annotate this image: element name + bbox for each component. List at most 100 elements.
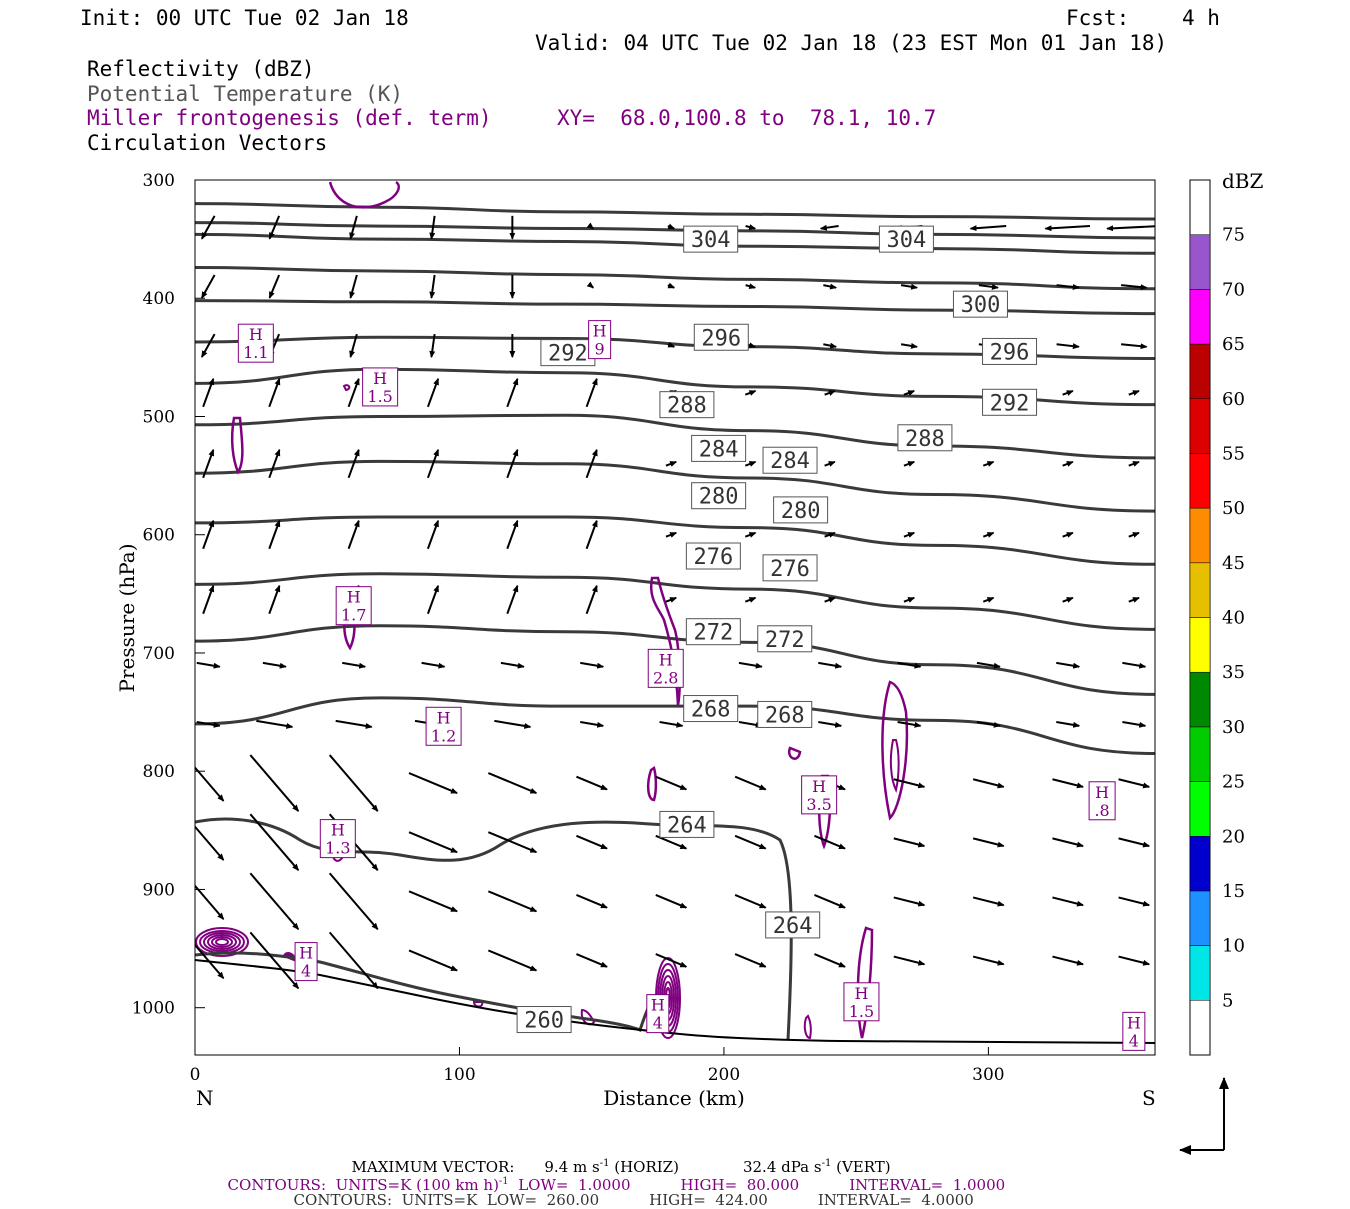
- contour-label-box: [757, 700, 813, 728]
- circulation-vector: [1121, 343, 1148, 350]
- footer-low-value: 1.0000: [578, 1176, 631, 1194]
- circulation-vector: [1118, 837, 1151, 848]
- colorbar-swatch: [1189, 671, 1211, 728]
- contour-label-box: [982, 337, 1038, 365]
- y-tick-label: 800: [143, 762, 175, 782]
- circulation-vector: [195, 884, 225, 920]
- contour-label: 276: [693, 545, 733, 570]
- circulation-vector: [969, 225, 1007, 232]
- frontogenesis-max-value: .8: [1094, 801, 1109, 820]
- frontogenesis-max-box: [237, 323, 274, 363]
- contour-label: 284: [770, 449, 810, 474]
- footer-sup: -1: [599, 1158, 610, 1169]
- circulation-vector: [893, 896, 926, 907]
- circulation-vector: [408, 890, 458, 913]
- plot-frame: [194, 179, 1156, 1056]
- circulation-vector: [1122, 721, 1147, 728]
- frontogenesis-max-value: 1.2: [431, 726, 456, 745]
- circulation-vector: [586, 222, 595, 230]
- circulation-vector: [1062, 389, 1074, 396]
- circulation-vector: [744, 596, 757, 603]
- circulation-vector: [200, 333, 216, 358]
- circulation-vector: [335, 719, 373, 729]
- frontogenesis-contour: [342, 384, 351, 392]
- contour-label: 268: [765, 703, 805, 728]
- frontogenesis-max-label: H: [299, 944, 313, 963]
- vector-scale-icon: [1179, 1077, 1229, 1155]
- circulation-vector: [667, 223, 676, 230]
- footer-high-value: 80.000: [746, 1176, 800, 1194]
- contour-label: 280: [699, 485, 739, 510]
- circulation-vector: [268, 519, 281, 550]
- x-tick-label: 100: [443, 1065, 475, 1085]
- circulation-vector: [426, 377, 440, 408]
- contour-label: 272: [765, 628, 805, 653]
- circulation-vector: [744, 389, 757, 396]
- colorbar-tick-label: 65: [1222, 334, 1245, 355]
- circulation-vector: [819, 224, 839, 231]
- circulation-vector: [1056, 343, 1080, 350]
- theta-contour-264: [195, 817, 793, 1041]
- circulation-vector: [824, 389, 836, 396]
- y-tick-label: 500: [143, 407, 175, 427]
- theta-contour-296: [195, 335, 1155, 361]
- circulation-vector: [814, 953, 846, 968]
- circulation-vector: [487, 890, 538, 913]
- footer-max-vector: MAXIMUM VECTOR: 9.4 m s-1 (HORIZ) 32.4 dPa…: [342, 1140, 891, 1175]
- circulation-vector: [665, 596, 678, 603]
- circulation-vector: [734, 775, 767, 791]
- colorbar-tick-label: 20: [1222, 826, 1245, 847]
- circulation-vector: [328, 754, 379, 812]
- contour-label: 292: [548, 342, 588, 367]
- circulation-vector: [487, 772, 538, 794]
- circulation-vector: [196, 721, 221, 728]
- frontogenesis-max-box: [646, 994, 670, 1034]
- circulation-vector: [1052, 778, 1084, 789]
- circulation-vector: [202, 377, 215, 408]
- circulation-vector: [586, 281, 595, 289]
- circulation-vector: [982, 460, 995, 467]
- frontogenesis-contour: [646, 766, 658, 802]
- field-potential-temperature: Potential Temperature (K): [87, 82, 404, 106]
- frontogenesis-max-value: 1.7: [341, 606, 366, 625]
- contour-label-box: [762, 554, 818, 582]
- circulation-vector: [1106, 225, 1155, 232]
- colorbar-swatch: [1189, 836, 1211, 892]
- footer-contours-label: CONTOURS:: [293, 1191, 393, 1209]
- circulation-vector: [487, 831, 538, 854]
- circulation-vector: [823, 342, 838, 349]
- frontogenesis-max-label: H: [1127, 1013, 1141, 1032]
- frontogenesis-max-box: [843, 982, 880, 1022]
- circulation-vector: [268, 215, 281, 240]
- circulation-vector: [349, 274, 358, 299]
- circulation-vector: [249, 754, 300, 812]
- circulation-vector: [494, 719, 532, 729]
- contour-label-box: [897, 424, 953, 452]
- frontogenesis-max-box: [294, 942, 318, 982]
- circulation-vector: [659, 721, 684, 728]
- circulation-vector: [972, 837, 1005, 848]
- circulation-vector: [200, 274, 216, 299]
- circulation-vector: [655, 893, 688, 909]
- terrain-surface: [195, 959, 1155, 1044]
- circulation-vector: [262, 661, 287, 669]
- colorbar-swatch: [1189, 726, 1211, 782]
- circulation-vector: [580, 661, 605, 669]
- theta-contour-280: [195, 515, 1155, 566]
- circulation-vector: [506, 448, 519, 479]
- circulation-vector: [903, 460, 916, 467]
- circulation-vector: [734, 893, 767, 909]
- theta-contour-304: [195, 232, 1155, 255]
- circulation-vector: [745, 283, 757, 290]
- cross-section-endpoints: XY= 68.0,100.8 to 78.1, 10.7: [557, 106, 937, 130]
- contour-label-box: [659, 391, 715, 419]
- circulation-vector: [328, 872, 379, 931]
- circulation-vector: [487, 949, 538, 972]
- circulation-vector: [982, 596, 995, 603]
- contour-label-box: [762, 446, 818, 474]
- y-tick-label: 700: [143, 644, 175, 664]
- circulation-vector: [900, 283, 918, 290]
- init-time: Init: 00 UTC Tue 02 Jan 18: [80, 6, 409, 30]
- frontogenesis-contour: [230, 416, 244, 475]
